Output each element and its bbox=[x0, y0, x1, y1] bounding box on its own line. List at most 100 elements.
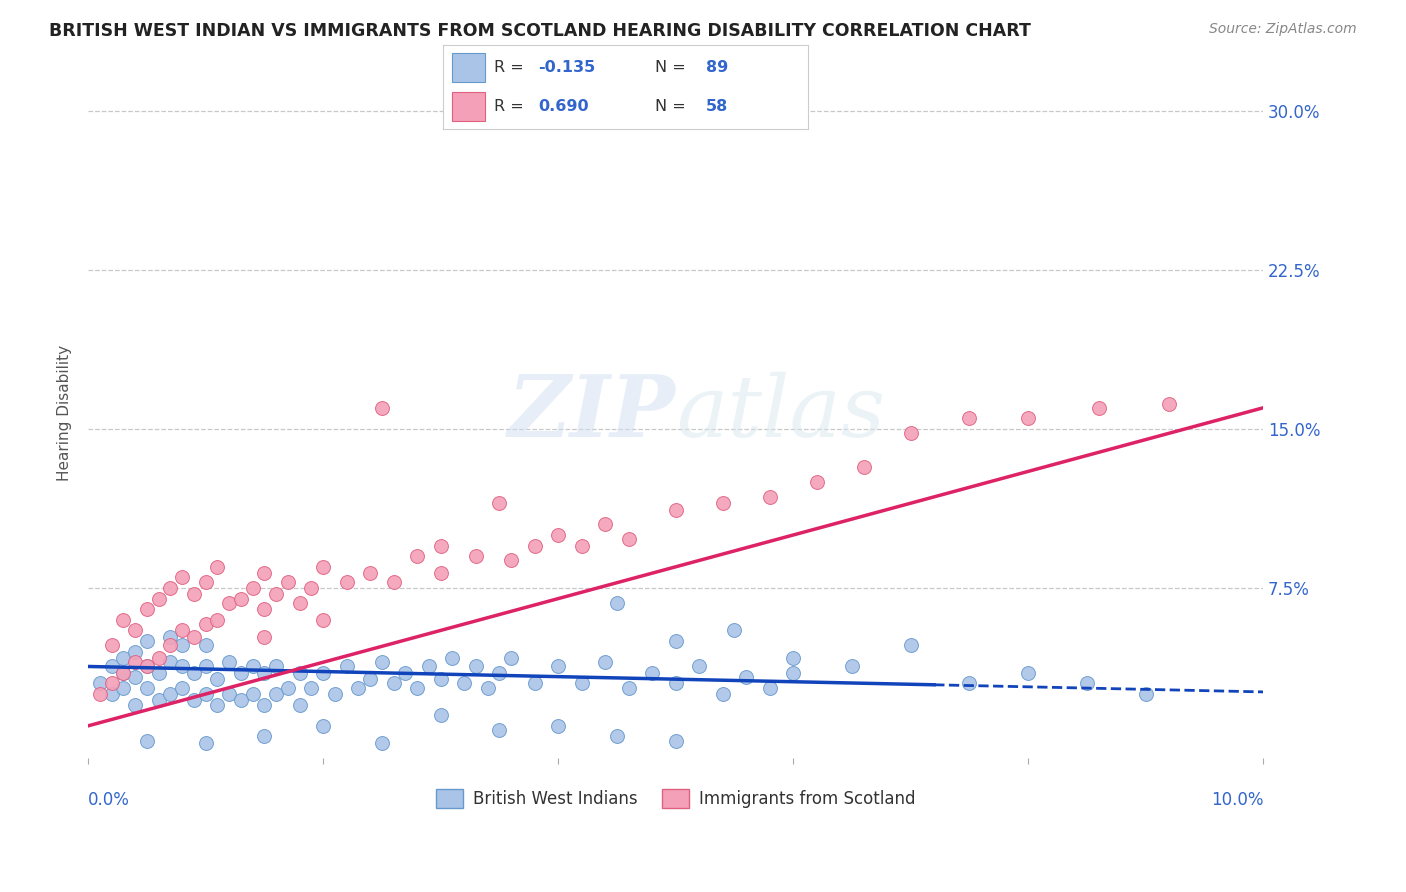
Point bbox=[429, 672, 451, 686]
Point bbox=[242, 687, 264, 701]
Point bbox=[464, 659, 486, 673]
Point bbox=[253, 602, 276, 616]
Point bbox=[159, 630, 181, 644]
Point bbox=[264, 659, 287, 673]
Point bbox=[735, 670, 758, 684]
Point bbox=[229, 693, 252, 707]
Point bbox=[253, 630, 276, 644]
Point bbox=[100, 659, 122, 673]
Text: 89: 89 bbox=[706, 60, 728, 75]
Point bbox=[135, 733, 157, 747]
Point bbox=[112, 613, 135, 627]
Point bbox=[194, 687, 217, 701]
Point bbox=[112, 651, 135, 665]
Point bbox=[159, 638, 181, 652]
Point bbox=[312, 665, 335, 680]
Point bbox=[288, 698, 311, 712]
Point bbox=[959, 676, 981, 690]
Point bbox=[124, 655, 146, 669]
Point bbox=[571, 676, 593, 690]
Point bbox=[382, 676, 405, 690]
Point bbox=[253, 698, 276, 712]
Text: 0.690: 0.690 bbox=[538, 99, 589, 114]
Point bbox=[112, 681, 135, 695]
Point bbox=[593, 655, 616, 669]
Point bbox=[172, 681, 194, 695]
Point bbox=[711, 496, 734, 510]
Point bbox=[172, 659, 194, 673]
Point bbox=[183, 693, 205, 707]
Point bbox=[207, 698, 229, 712]
Point bbox=[523, 539, 546, 553]
Point bbox=[148, 591, 170, 606]
Point bbox=[723, 624, 745, 638]
Point bbox=[758, 490, 780, 504]
Point bbox=[242, 581, 264, 595]
Point bbox=[135, 602, 157, 616]
Point bbox=[547, 659, 569, 673]
Point bbox=[336, 574, 359, 589]
Point bbox=[1087, 401, 1109, 415]
Text: BRITISH WEST INDIAN VS IMMIGRANTS FROM SCOTLAND HEARING DISABILITY CORRELATION C: BRITISH WEST INDIAN VS IMMIGRANTS FROM S… bbox=[49, 22, 1031, 40]
Point bbox=[89, 687, 111, 701]
Point bbox=[229, 665, 252, 680]
Point bbox=[135, 681, 157, 695]
Point bbox=[665, 676, 688, 690]
Point bbox=[782, 651, 804, 665]
Point bbox=[253, 665, 276, 680]
Point bbox=[959, 411, 981, 425]
Point bbox=[299, 681, 322, 695]
Point bbox=[124, 670, 146, 684]
Point bbox=[299, 581, 322, 595]
Text: N =: N = bbox=[655, 60, 690, 75]
Point bbox=[172, 624, 194, 638]
Y-axis label: Hearing Disability: Hearing Disability bbox=[58, 345, 72, 481]
Point bbox=[488, 665, 510, 680]
Point bbox=[852, 460, 875, 475]
Point bbox=[112, 665, 135, 680]
Point bbox=[841, 659, 863, 673]
Text: R =: R = bbox=[494, 99, 529, 114]
Point bbox=[382, 574, 405, 589]
Point bbox=[148, 651, 170, 665]
Point bbox=[135, 634, 157, 648]
Point bbox=[89, 676, 111, 690]
Point bbox=[523, 676, 546, 690]
Point bbox=[371, 655, 394, 669]
Point bbox=[406, 549, 429, 564]
Point bbox=[406, 681, 429, 695]
Point bbox=[194, 638, 217, 652]
Point bbox=[665, 733, 688, 747]
Point bbox=[194, 736, 217, 750]
Point bbox=[394, 665, 416, 680]
Point bbox=[371, 401, 394, 415]
Point bbox=[207, 559, 229, 574]
Point bbox=[148, 693, 170, 707]
Point bbox=[312, 559, 335, 574]
Point bbox=[758, 681, 780, 695]
Point bbox=[501, 651, 523, 665]
Point bbox=[312, 719, 335, 733]
Text: -0.135: -0.135 bbox=[538, 60, 595, 75]
Point bbox=[593, 517, 616, 532]
Point bbox=[264, 687, 287, 701]
Point bbox=[429, 539, 451, 553]
Legend: British West Indians, Immigrants from Scotland: British West Indians, Immigrants from Sc… bbox=[429, 782, 922, 814]
Point bbox=[900, 638, 922, 652]
FancyBboxPatch shape bbox=[453, 54, 485, 82]
Point bbox=[359, 672, 381, 686]
Point bbox=[606, 596, 628, 610]
Point bbox=[242, 659, 264, 673]
Text: 0.0%: 0.0% bbox=[89, 790, 129, 808]
Point bbox=[323, 687, 346, 701]
Point bbox=[183, 587, 205, 601]
Point bbox=[617, 681, 640, 695]
Point bbox=[806, 475, 828, 489]
Point bbox=[288, 596, 311, 610]
Point bbox=[207, 672, 229, 686]
Point bbox=[159, 687, 181, 701]
Point bbox=[617, 533, 640, 547]
Point bbox=[488, 496, 510, 510]
Point bbox=[711, 687, 734, 701]
Point bbox=[641, 665, 664, 680]
